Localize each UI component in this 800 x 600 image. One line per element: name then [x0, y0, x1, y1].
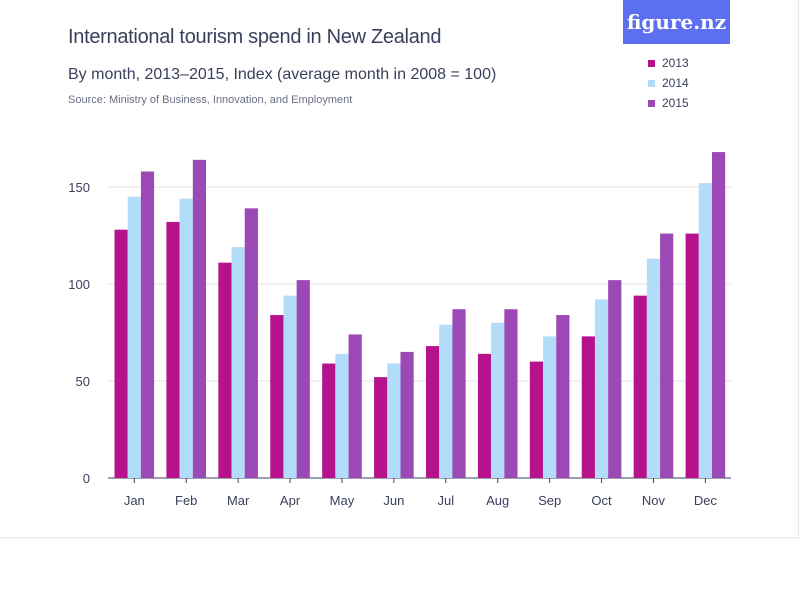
bar-2015-nov: [660, 233, 674, 478]
legend-item-2014: 2014: [648, 73, 689, 93]
x-tick-label: Oct: [591, 493, 612, 508]
bar-2014-mar: [231, 247, 245, 478]
x-tick-label: Jul: [437, 493, 454, 508]
bar-2015-may: [348, 334, 362, 478]
bar-2015-jun: [400, 351, 414, 478]
bar-2015-dec: [711, 152, 726, 478]
bar-2013-jul: [426, 346, 440, 478]
legend-item-2015: 2015: [648, 93, 689, 113]
bar-2013-mar: [218, 262, 232, 478]
x-tick-label: Jan: [124, 493, 145, 508]
bar-2013-jan: [114, 229, 128, 478]
bar-2013-oct: [581, 336, 595, 478]
bar-chart: 0 50 100 150 Jan Feb Mar Apr May Jun Jul Aug Sep Oct N…: [68, 152, 731, 508]
chart-source: Source: Ministry of Business, Innovation…: [68, 94, 353, 106]
y-tick-label: 50: [76, 374, 90, 389]
bar-2014-oct: [594, 299, 609, 478]
bar-2013-nov: [633, 295, 647, 478]
x-tick-label: Mar: [227, 493, 250, 508]
bar-2013-sep: [529, 361, 544, 478]
legend-label: 2013: [662, 56, 689, 70]
x-tick-label: Nov: [642, 493, 666, 508]
bar-2015-jul: [452, 309, 466, 478]
bar-2014-jan: [127, 196, 141, 478]
bar-2015-mar: [244, 208, 258, 478]
legend-label: 2014: [662, 76, 689, 90]
legend-label: 2015: [662, 96, 689, 110]
bar-2014-jun: [387, 363, 401, 478]
x-tick-label: May: [330, 493, 355, 508]
bar-2013-feb: [166, 221, 180, 479]
bar-2013-dec: [685, 233, 699, 478]
chart-title: International tourism spend in New Zeala…: [68, 26, 442, 48]
y-tick-label: 100: [68, 277, 90, 292]
bar-2013-aug: [477, 353, 492, 478]
bar-2015-oct: [608, 280, 622, 478]
bar-2013-may: [322, 363, 336, 478]
bar-2015-apr: [296, 280, 310, 478]
y-tick-label: 150: [68, 180, 90, 195]
bar-2015-jan: [140, 171, 155, 479]
bar-2013-jun: [374, 377, 388, 478]
chart-subtitle: By month, 2013–2015, Index (average mont…: [68, 66, 497, 83]
legend-swatch: [648, 99, 655, 107]
bar-2014-may: [335, 353, 349, 478]
bar-2014-apr: [283, 295, 297, 478]
chart-card: International tourism spend in New Zeala…: [0, 0, 799, 538]
bar-2014-nov: [646, 258, 661, 478]
bar-2014-sep: [543, 336, 557, 478]
bar-2015-sep: [556, 315, 570, 478]
bar-2013-apr: [270, 315, 284, 478]
bar-2015-aug: [504, 309, 518, 478]
legend-item-2013: 2013: [648, 53, 689, 73]
legend-swatch: [648, 79, 655, 87]
x-tick-label: Apr: [280, 493, 301, 508]
bar-2014-feb: [179, 198, 193, 478]
x-tick-label: Sep: [538, 493, 561, 508]
bar-2014-jul: [439, 324, 453, 478]
legend-swatch: [648, 59, 655, 67]
chart-legend: 2013 2014 2015: [648, 53, 689, 113]
bar-2014-aug: [491, 322, 505, 478]
figure-nz-logo[interactable]: figure.nz: [623, 0, 730, 44]
x-tick-label: Aug: [486, 493, 509, 508]
bar-2014-dec: [698, 183, 712, 478]
x-tick-label: Feb: [175, 493, 197, 508]
y-tick-label: 0: [83, 471, 90, 486]
bar-2015-feb: [192, 159, 207, 478]
x-tick-label: Jun: [383, 493, 404, 508]
x-tick-label: Dec: [694, 493, 718, 508]
